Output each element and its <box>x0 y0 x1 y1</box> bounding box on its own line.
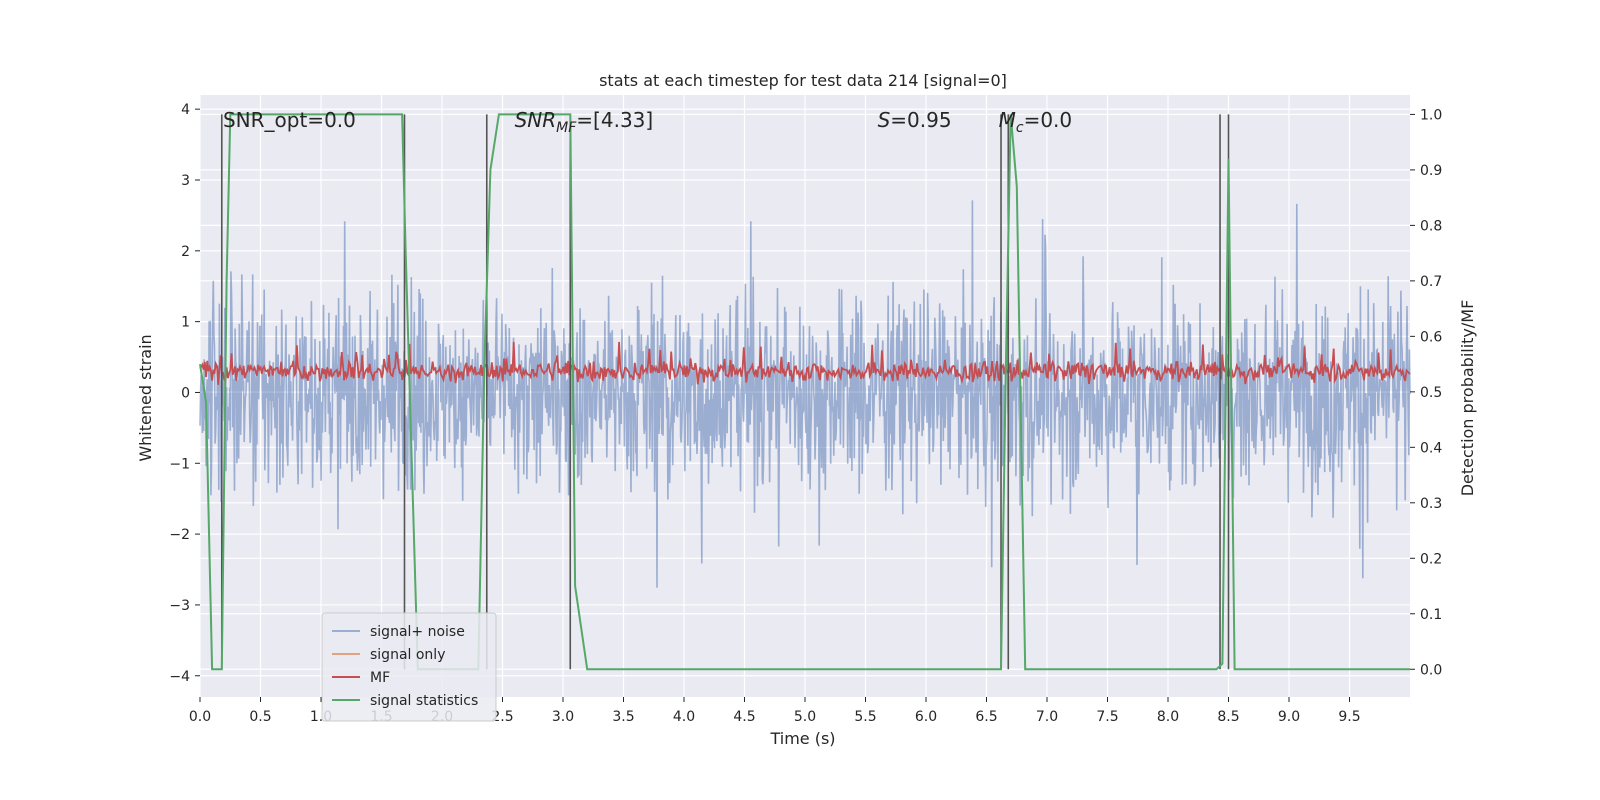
y-tick-label: −3 <box>169 598 190 614</box>
y-tick-label: −4 <box>169 669 190 685</box>
y-right-tick-label: 0.0 <box>1420 662 1442 678</box>
x-tick-label: 7.5 <box>1096 709 1118 725</box>
x-ticks: 0.00.51.01.52.02.53.03.54.04.55.05.56.06… <box>189 697 1361 725</box>
x-tick-label: 7.0 <box>1036 709 1058 725</box>
annotation-text: SNRMF=[4.33] <box>515 108 654 136</box>
signal-statistics-series <box>199 113 1410 671</box>
annotation-text: Mc=0.0 <box>999 108 1073 136</box>
annotation-text: SNR_opt=0.0 <box>223 108 356 132</box>
legend-box <box>321 612 497 722</box>
x-tick-label: 3.0 <box>552 709 574 725</box>
y-tick-label: 3 <box>181 173 190 189</box>
mf-series <box>199 341 1411 386</box>
signal-statistics-line <box>199 113 1410 671</box>
x-tick-label: 4.5 <box>733 709 755 725</box>
annotations: SNR_opt=0.0 SNRMF=[4.33] S=0.95 Mc=0.0 <box>223 108 1072 136</box>
x-tick-label: 9.5 <box>1338 709 1360 725</box>
x-tick-label: 9.0 <box>1278 709 1300 725</box>
y-tick-label: 1 <box>181 315 190 331</box>
x-tick-label: 0.5 <box>249 709 271 725</box>
x-tick-label: 6.0 <box>915 709 937 725</box>
x-tick-label: 0.0 <box>189 709 211 725</box>
y-right-tick-label: 0.1 <box>1420 607 1442 623</box>
x-axis-label: Time (s) <box>769 729 835 748</box>
y-right-axis-label: Detection probability/MF <box>1458 300 1477 497</box>
x-tick-label: 2.5 <box>491 709 513 725</box>
x-tick-label: 4.0 <box>673 709 695 725</box>
x-tick-label: 5.5 <box>854 709 876 725</box>
legend-label: signal only <box>370 647 445 663</box>
legend-label: signal+ noise <box>370 624 465 640</box>
x-tick-label: 8.0 <box>1157 709 1179 725</box>
y-right-tick-label: 0.2 <box>1420 551 1442 567</box>
x-tick-label: 6.5 <box>975 709 997 725</box>
y-right-tick-label: 0.5 <box>1420 385 1442 401</box>
y-tick-label: −1 <box>169 456 190 472</box>
y-tick-label: 4 <box>181 102 190 118</box>
x-tick-label: 8.5 <box>1217 709 1239 725</box>
legend-label: signal statistics <box>370 693 478 709</box>
y-tick-label: −2 <box>169 527 190 543</box>
y-right-ticks: 0.0 0.1 0.2 0.3 0.4 0.5 0.6 0.7 0.8 0.9 1.0 <box>1410 107 1442 678</box>
y-left-ticks: −4 −3 −2 −1 0 1 2 3 4 <box>169 102 200 685</box>
y-right-tick-label: 0.8 <box>1420 218 1442 234</box>
x-tick-label: 3.5 <box>612 709 634 725</box>
y-right-tick-label: 0.3 <box>1420 496 1442 512</box>
y-tick-label: 2 <box>181 244 190 260</box>
y-right-tick-label: 0.4 <box>1420 440 1442 456</box>
y-axis-label: Whitened strain <box>136 334 155 461</box>
signal-noise-line <box>199 200 1411 588</box>
y-tick-label: 0 <box>181 385 190 401</box>
legend: signal+ noise signal only MF signal statist… <box>321 612 497 722</box>
y-right-tick-label: 0.9 <box>1420 163 1442 179</box>
annotation-text: S=0.95 <box>878 108 952 132</box>
y-right-tick-label: 1.0 <box>1420 107 1442 123</box>
y-right-tick-label: 0.7 <box>1420 274 1442 290</box>
y-right-tick-label: 0.6 <box>1420 329 1442 345</box>
legend-label: MF <box>370 670 390 686</box>
chart-title: stats at each timestep for test data 214… <box>599 71 1007 90</box>
mf-line <box>199 341 1411 386</box>
noise-series <box>199 200 1411 588</box>
x-tick-label: 5.0 <box>794 709 816 725</box>
